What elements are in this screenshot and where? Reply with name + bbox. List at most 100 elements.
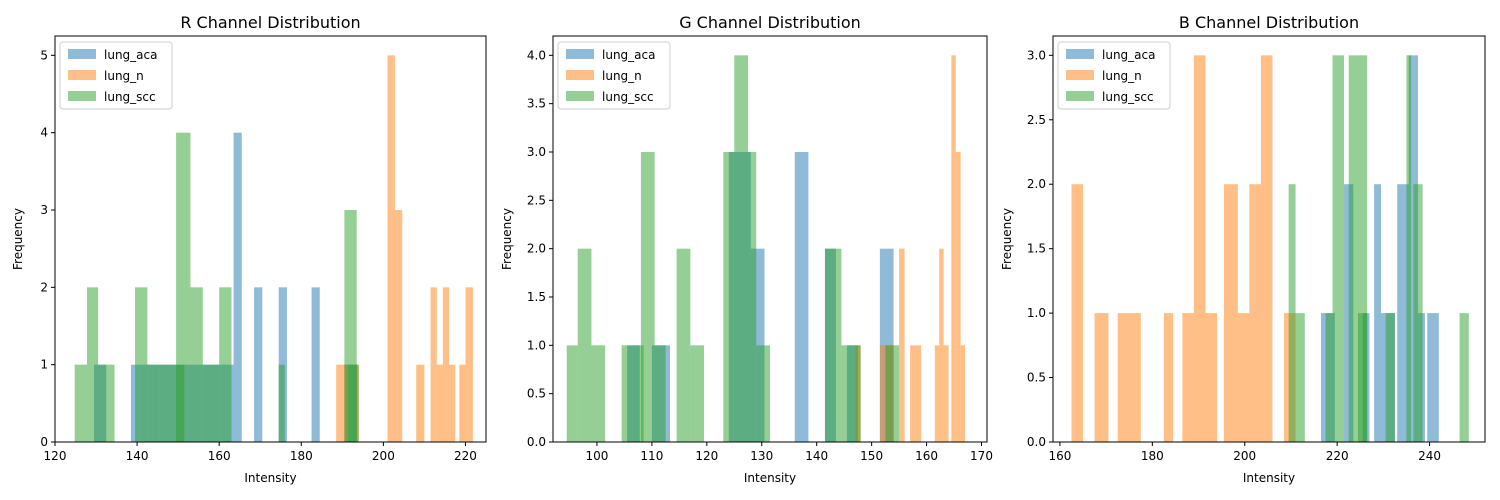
y-tick-label: 0.5	[1027, 371, 1046, 385]
y-tick-label: 2.0	[1027, 177, 1046, 191]
histogram-bar	[723, 152, 735, 442]
x-tick-label: 220	[1326, 449, 1349, 463]
histogram-bar	[176, 132, 191, 443]
x-tick-label: 120	[44, 449, 67, 463]
x-tick-label: 100	[585, 449, 608, 463]
histogram-bar	[394, 210, 403, 442]
histogram-bar	[1332, 55, 1345, 442]
chart-panel-2: G Channel Distribution 100 110 120 130 140 150…	[500, 13, 993, 485]
histogram-bar	[577, 248, 592, 442]
histogram-bar	[442, 287, 450, 442]
legend-label-lung_n: lung_n	[1102, 69, 1142, 83]
y-tick-label: 1.0	[527, 338, 546, 352]
histogram-bar	[591, 345, 606, 442]
legend-label-lung_aca: lung_aca	[1102, 48, 1155, 62]
histogram-bar	[824, 248, 834, 442]
legend-swatch-lung_aca	[1066, 49, 1094, 59]
histogram-bar	[1131, 313, 1141, 442]
histogram-bar	[690, 345, 705, 442]
y-tick-label: 3.0	[527, 145, 546, 159]
histogram-bar	[885, 345, 900, 442]
x-axis-label: Intensity	[244, 471, 296, 485]
histogram-bar	[943, 345, 949, 442]
legend-swatch-lung_aca	[68, 49, 96, 59]
legend-label-lung_aca: lung_aca	[602, 48, 655, 62]
y-tick-label: 3	[40, 203, 48, 217]
x-tick-label: 160	[1048, 449, 1071, 463]
histogram-bar	[190, 287, 203, 442]
legend-swatch-lung_scc	[566, 91, 594, 101]
histogram-bar	[74, 364, 88, 442]
x-tick-label: 200	[1233, 449, 1256, 463]
y-tick-label: 4	[40, 126, 48, 140]
series-lung_scc	[1288, 55, 1469, 442]
x-tick-label: 170	[970, 449, 993, 463]
legend-swatch-lung_n	[566, 70, 594, 80]
x-tick-label: 200	[372, 449, 395, 463]
x-tick-label: 140	[126, 449, 149, 463]
histogram-bar	[449, 364, 456, 442]
series-lung_scc	[74, 132, 359, 443]
histogram-bar	[1406, 55, 1412, 442]
histogram-bar	[159, 364, 172, 442]
histogram-bar	[1249, 184, 1261, 442]
histogram-bar	[756, 345, 770, 442]
histogram-bar	[1071, 184, 1084, 442]
histogram-bar	[1205, 313, 1218, 442]
x-tick-label: 150	[860, 449, 883, 463]
histogram-bar	[734, 55, 749, 442]
chart-title: B Channel Distribution	[1179, 13, 1359, 32]
y-tick-label: 3.0	[1027, 48, 1046, 62]
legend-swatch-lung_n	[1066, 70, 1094, 80]
legend-swatch-lung_n	[68, 70, 96, 80]
histogram-bar	[748, 152, 757, 442]
histogram-bar	[311, 287, 320, 442]
legend-label-lung_scc: lung_scc	[602, 90, 654, 104]
x-tick-label: 110	[640, 449, 663, 463]
legend-swatch-lung_scc	[1066, 91, 1094, 101]
histogram-bar	[1288, 184, 1296, 442]
x-tick-label: 160	[915, 449, 938, 463]
histogram-bar	[1413, 184, 1423, 442]
y-tick-label: 0	[40, 435, 48, 449]
y-tick-label: 4.0	[527, 48, 546, 62]
plot-frame	[1052, 35, 1486, 443]
y-tick-label: 2.5	[527, 193, 546, 207]
histogram-bar	[566, 345, 578, 442]
histogram-bar	[219, 287, 232, 442]
histogram-bar	[1223, 184, 1238, 442]
histogram-bar	[430, 287, 437, 442]
histogram-bar	[135, 287, 148, 442]
histogram-bar	[233, 132, 242, 443]
histogram-bar	[1182, 313, 1194, 442]
histogram-bar	[416, 364, 425, 442]
y-tick-label: 1.5	[1027, 242, 1046, 256]
histogram-bar	[1260, 55, 1273, 442]
series-lung_scc	[566, 55, 900, 442]
histogram-bar	[910, 345, 922, 442]
histogram-bar	[254, 287, 263, 442]
chart-title: R Channel Distribution	[180, 13, 360, 32]
histogram-bar	[147, 364, 160, 442]
histogram-bar	[1163, 313, 1174, 442]
histogram-bar	[1397, 184, 1409, 442]
histogram-bar	[663, 345, 671, 442]
histogram-bar	[1385, 313, 1395, 442]
histogram-bar	[1374, 184, 1382, 442]
y-tick-label: 0.0	[1027, 435, 1046, 449]
histogram-bar	[676, 248, 691, 442]
histogram-bar	[1117, 313, 1132, 442]
histogram-bar	[899, 248, 905, 442]
x-tick-label: 220	[454, 449, 477, 463]
histogram-bar	[278, 287, 287, 442]
histogram-bar	[632, 345, 644, 442]
histogram-bar	[465, 287, 473, 442]
legend-label-lung_n: lung_n	[602, 69, 642, 83]
x-tick-label: 130	[750, 449, 773, 463]
x-tick-label: 160	[208, 449, 231, 463]
x-tick-label: 180	[1141, 449, 1164, 463]
histogram-bar	[960, 345, 966, 442]
histogram-bar	[833, 248, 842, 442]
legend-label-lung_aca: lung_aca	[104, 48, 157, 62]
